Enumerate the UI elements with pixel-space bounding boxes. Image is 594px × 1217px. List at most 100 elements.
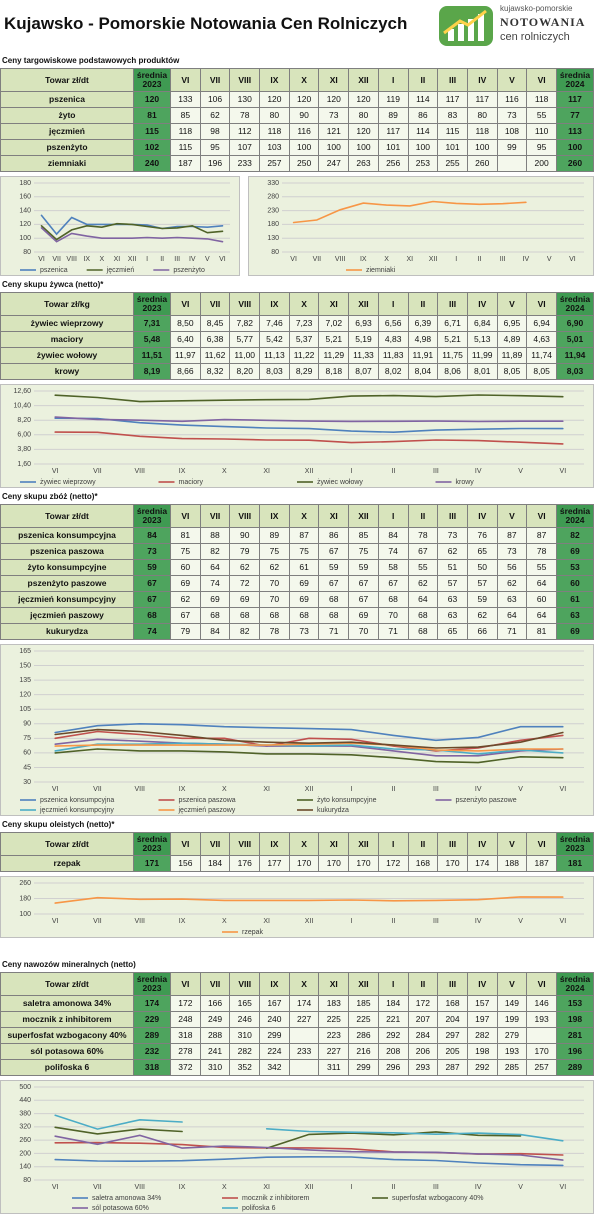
x-tick-label: XI <box>263 786 270 793</box>
x-tick-label: IX <box>179 468 186 475</box>
price-cell: 282 <box>229 1043 261 1060</box>
x-tick-label: III <box>433 468 439 475</box>
price-cell: 246 <box>229 1011 261 1028</box>
column-header: IV <box>466 832 498 856</box>
product-name: jęczmień paszowy <box>0 607 134 624</box>
series-line <box>54 742 564 755</box>
price-cell: 70 <box>259 591 290 608</box>
legend-label: żyto konsumpcyjne <box>317 797 377 804</box>
y-tick-label: 60 <box>23 750 31 757</box>
x-tick-label: IV <box>475 918 482 925</box>
x-tick-label: IV <box>475 786 482 793</box>
table-row: jęczmień konsumpcyjny 67 62 69 69 70 69 68 67 68 6… <box>0 591 594 608</box>
table-row: mocznik z inhibitorem 229 248 249 246 240 227 2… <box>0 1011 594 1028</box>
price-cell: 107 <box>229 139 261 156</box>
y-tick-label: 90 <box>23 721 31 728</box>
x-tick-label: VI <box>560 918 567 925</box>
price-cell: 241 <box>199 1043 231 1060</box>
section-title: Ceny skupu zbóż (netto)* <box>2 492 98 501</box>
price-cell: 71 <box>318 623 350 640</box>
column-header: VII <box>199 832 231 856</box>
section-title: Ceny targowiskowe podstawowych produktów <box>2 56 180 65</box>
price-cell: 310 <box>229 1027 261 1044</box>
legend-label: pszenica konsumpcyjna <box>40 797 114 804</box>
price-cell: 100 <box>556 139 594 156</box>
y-tick-label: 120 <box>19 692 31 699</box>
table-row: saletra amonowa 34% 174 172 166 165 167 174 183… <box>0 995 594 1012</box>
header-row: Towar zł/dt średnia 2023 VI VII VIII IX X XI XII… <box>0 504 594 528</box>
price-cell: 69 <box>348 607 379 624</box>
chart-background <box>0 876 594 938</box>
y-tick-label: 100 <box>19 235 31 242</box>
price-cell: 68 <box>377 591 409 608</box>
price-cell: 282 <box>466 1027 498 1044</box>
price-cell: 75 <box>259 543 290 560</box>
price-cell: 67 <box>133 591 171 608</box>
table-row: jęczmień 115 118 98 112 118 116 121 120 117 114 115… <box>0 123 594 140</box>
price-cell: 55 <box>526 559 557 576</box>
price-cell: 67 <box>348 591 379 608</box>
column-header: Towar zł/dt <box>0 832 134 856</box>
product-name: żywiec wieprzowy <box>0 315 134 332</box>
price-cell: 170 <box>318 855 350 872</box>
price-cell: 205 <box>437 1043 468 1060</box>
price-cell: 58 <box>377 559 409 576</box>
price-cell: 100 <box>288 139 320 156</box>
product-name: superfosfat wzbogacony 40% <box>0 1027 134 1044</box>
price-cell: 206 <box>407 1043 439 1060</box>
x-tick-label: XI <box>114 256 121 263</box>
chart-background <box>248 176 594 276</box>
price-cell: 4,98 <box>407 331 439 348</box>
price-cell: 62 <box>407 575 439 592</box>
price-cell: 4,83 <box>377 331 409 348</box>
price-cell: 207 <box>407 1011 439 1028</box>
price-cell: 6,90 <box>556 315 594 332</box>
price-cell: 208 <box>377 1043 409 1060</box>
x-tick-label: VI <box>52 468 59 475</box>
price-cell: 63 <box>437 607 468 624</box>
table-row: pszenica 120 133 106 130 120 120 120 120 119 114 11… <box>0 91 594 108</box>
price-cell: 11,91 <box>407 347 439 364</box>
x-tick-label: X <box>100 256 105 263</box>
column-header: XI <box>318 504 350 528</box>
price-cell: 73 <box>437 527 468 544</box>
x-tick-label: XI <box>406 256 413 263</box>
x-tick-label: IV <box>475 468 482 475</box>
x-tick-label: VIII <box>135 918 146 925</box>
price-cell: 61 <box>288 559 320 576</box>
price-table: Towar zł/dt średnia 2023 VI VII VIII IX X XI XII… <box>0 504 594 640</box>
product-name: saletra amonowa 34% <box>0 995 134 1012</box>
price-cell: 68 <box>259 607 290 624</box>
price-cell: 95 <box>199 139 231 156</box>
price-cell <box>288 1059 320 1076</box>
column-header: średnia 2023 <box>133 832 171 856</box>
price-cell: 6,95 <box>496 315 528 332</box>
chart-background <box>0 1080 594 1214</box>
price-cell: 89 <box>377 107 409 124</box>
legend-label: polifoska 6 <box>242 1205 276 1212</box>
price-cell: 64 <box>407 591 439 608</box>
product-name: żywiec wołowy <box>0 347 134 364</box>
x-tick-label: VIII <box>335 256 346 263</box>
price-cell: 108 <box>496 123 528 140</box>
logo-text: kujawsko-pomorskie <box>500 4 573 13</box>
x-tick-label: VII <box>93 1184 102 1191</box>
price-cell: 185 <box>348 995 379 1012</box>
y-tick-label: 80 <box>23 1177 31 1184</box>
y-tick-label: 180 <box>267 221 279 228</box>
x-tick-label: VIII <box>135 1184 146 1191</box>
column-header: VI <box>170 832 201 856</box>
x-tick-label: VI <box>569 256 576 263</box>
y-tick-label: 160 <box>19 194 31 201</box>
header: Kujawsko - Pomorskie Notowania Cen Rolni… <box>0 0 594 52</box>
price-cell: 11,62 <box>199 347 231 364</box>
column-header: Towar zł/kg <box>0 292 134 316</box>
x-tick-label: II <box>392 786 396 793</box>
price-cell: 8,05 <box>526 363 557 380</box>
price-cell: 118 <box>526 91 557 108</box>
x-tick-label: VI <box>38 256 45 263</box>
price-cell: 118 <box>466 123 498 140</box>
price-cell: 5,37 <box>288 331 320 348</box>
